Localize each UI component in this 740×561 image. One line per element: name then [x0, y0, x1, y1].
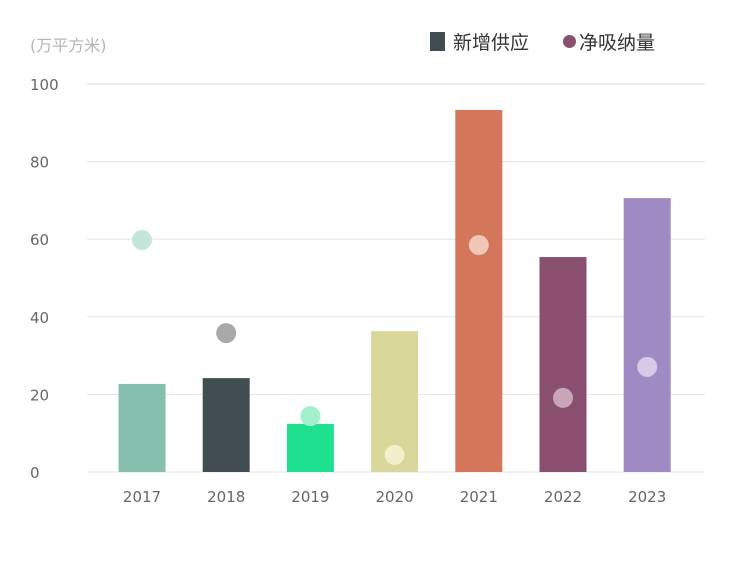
y-tick-label: 20	[30, 386, 49, 404]
y-tick-label: 40	[30, 309, 49, 327]
x-tick-label: 2020	[376, 488, 414, 506]
x-tick-label: 2021	[460, 488, 498, 506]
legend-label-absorption: 净吸纳量	[579, 32, 656, 54]
bar-2017	[118, 383, 166, 472]
x-tick-label: 2019	[291, 488, 329, 506]
legend-swatch-absorption	[563, 35, 577, 48]
dot-2020	[384, 444, 405, 465]
legend-label-supply: 新增供应	[453, 32, 530, 54]
dot-2021	[468, 235, 489, 256]
bar-2023	[623, 198, 671, 472]
bar-2021	[455, 109, 503, 472]
x-tick-label: 2018	[207, 488, 245, 506]
y-tick-label: 60	[30, 231, 49, 249]
y-tick-label: 80	[30, 154, 49, 172]
y-axis-unit-label: (万平方米)	[30, 36, 107, 55]
bar-2018	[202, 378, 250, 472]
dot-2019	[300, 406, 321, 427]
x-tick-label: 2023	[628, 488, 666, 506]
dot-2017	[132, 229, 152, 250]
x-tick-label: 2022	[544, 488, 582, 506]
legend: 新增供应 净吸纳量	[430, 28, 655, 55]
bar-2022	[539, 257, 587, 472]
dot-2023	[637, 356, 658, 377]
y-tick-label: 0	[30, 464, 40, 482]
dot-2022	[553, 387, 573, 408]
bar-2019	[286, 423, 334, 472]
dot-2018	[216, 323, 237, 344]
y-tick-label: 100	[30, 76, 59, 94]
x-tick-label: 2017	[123, 488, 161, 506]
legend-swatch-supply	[430, 32, 445, 51]
